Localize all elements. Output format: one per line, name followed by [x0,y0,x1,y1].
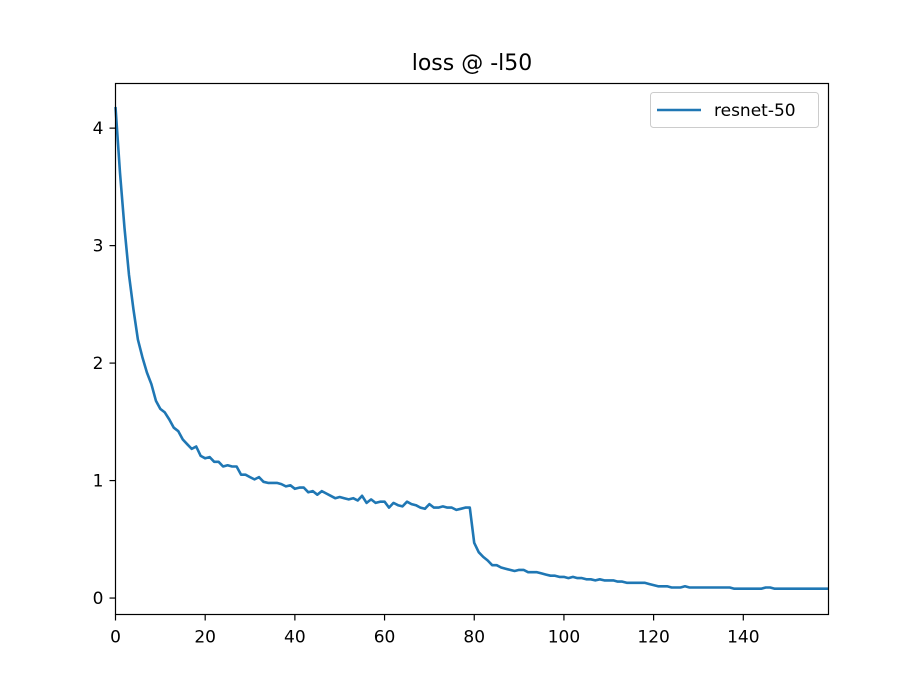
y-tick-label: 1 [93,472,104,492]
y-tick-label: 3 [93,237,104,257]
x-tick-label: 60 [374,628,396,648]
y-tick-label: 0 [93,589,104,609]
plot-area [114,106,829,591]
x-tick-label: 80 [463,628,485,648]
y-tick-label: 4 [93,119,104,139]
legend-box [650,92,819,128]
y-tick-label: 2 [93,354,104,374]
x-tick-label: 100 [548,628,580,648]
legend-label-resnet-50: resnet-50 [714,101,796,121]
series-line-resnet-50 [114,106,829,591]
x-tick-label: 140 [727,628,759,648]
plot-frame [114,82,830,616]
legend: resnet-50 [650,92,819,128]
axes-ticks: 0 20 40 60 80 100 120 140 0 1 2 3 4 [93,119,760,647]
x-tick-label: 40 [284,628,306,648]
x-tick-label: 0 [110,628,121,648]
chart-title: loss @ -l50 [412,51,533,76]
x-tick-label: 120 [637,628,669,648]
x-tick-label: 20 [194,628,216,648]
